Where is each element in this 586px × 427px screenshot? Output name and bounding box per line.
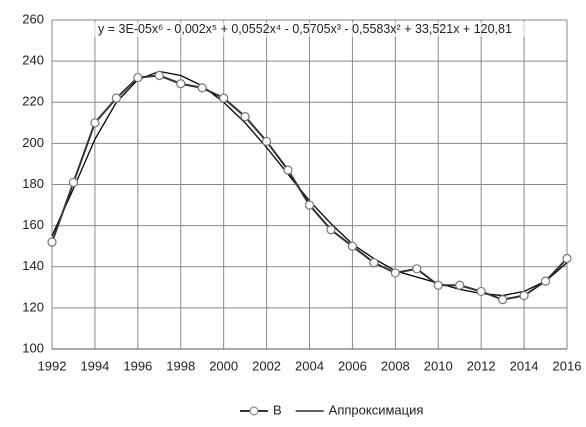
marker [90,118,100,128]
marker [176,79,186,89]
legend-label: Аппроксимация [329,402,424,417]
x-tick-label: 2010 [424,358,453,373]
marker [154,70,164,81]
x-tick-label: 2004 [295,358,324,373]
marker [197,83,207,93]
y-tick-label: 260 [22,11,44,26]
y-tick-label: 240 [22,53,44,68]
marker [562,253,572,264]
x-tick-label: 2006 [338,358,367,373]
y-tick-label: 140 [22,258,44,273]
y-tick-label: 180 [22,176,44,191]
marker [111,93,121,103]
marker [455,280,465,290]
x-tick-label: 1998 [166,358,195,373]
x-tick-label: 2016 [553,358,582,373]
legend-label: B [273,402,282,417]
x-tick-label: 1994 [80,358,109,373]
marker [47,237,57,247]
y-tick-label: 220 [22,94,44,109]
marker [68,177,79,188]
y-tick-label: 100 [22,340,44,355]
marker [498,295,508,305]
marker [219,93,229,103]
equation: y = 3E-05x⁶ - 0,002x⁵ + 0,0552x⁴ - 0,570… [60,22,550,37]
marker [326,225,336,235]
y-tick-label: 160 [22,217,44,232]
marker [240,112,250,122]
y-tick-label: 120 [22,299,44,314]
x-tick-label: 1996 [123,358,152,373]
x-tick-label: 2000 [209,358,238,373]
y-tick-label: 200 [22,135,44,150]
x-tick-label: 2012 [467,358,496,373]
marker [519,290,529,301]
marker [433,280,443,290]
marker [369,258,379,268]
marker [412,264,422,274]
marker [133,72,143,83]
x-tick-label: 2002 [252,358,281,373]
marker [390,268,400,278]
marker [304,200,315,210]
x-tick-label: 2008 [381,358,410,373]
x-tick-label: 1992 [38,358,67,373]
marker [540,276,551,286]
marker [347,241,358,251]
legend-marker [249,406,259,416]
marker [261,136,272,146]
marker [283,165,293,175]
marker [476,286,486,297]
x-tick-label: 2014 [510,358,539,373]
